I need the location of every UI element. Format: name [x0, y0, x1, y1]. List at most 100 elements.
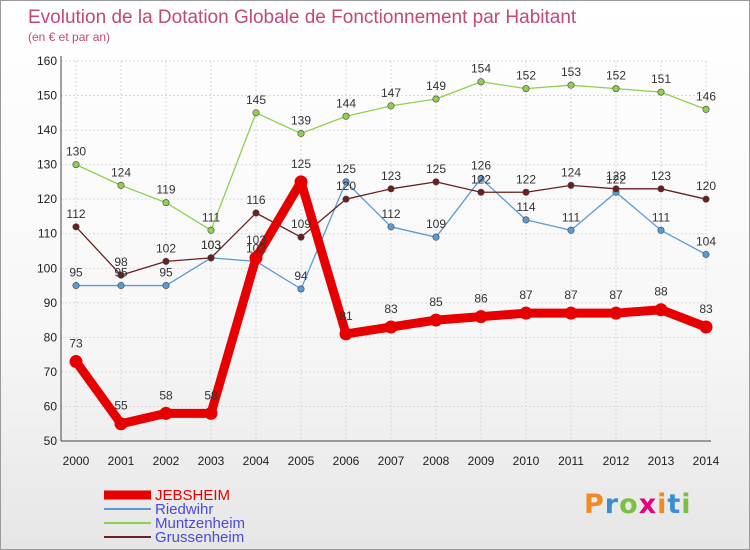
- data-label: 154: [471, 62, 491, 76]
- data-point: [342, 178, 350, 186]
- x-tick-label: 2004: [243, 454, 270, 468]
- data-point: [702, 250, 710, 258]
- legend-label: Grussenheim: [155, 529, 244, 546]
- data-point: [117, 271, 125, 279]
- x-tick-label: 2011: [558, 454, 584, 468]
- data-label: 87: [609, 288, 623, 302]
- data-point: [702, 195, 710, 203]
- data-label: 102: [246, 241, 266, 255]
- legend-label: JEBSHEIM: [155, 487, 230, 504]
- data-point: [297, 233, 305, 241]
- data-point: [432, 233, 440, 241]
- data-label: 58: [204, 388, 218, 402]
- data-point: [432, 95, 440, 103]
- data-point: [474, 310, 488, 324]
- data-point: [657, 185, 665, 193]
- data-label: 125: [336, 162, 356, 176]
- data-label: 145: [246, 93, 266, 107]
- data-point: [162, 257, 170, 265]
- data-point: [519, 306, 533, 320]
- data-label: 73: [69, 337, 83, 351]
- data-label: 112: [66, 207, 85, 221]
- y-tick-label: 130: [37, 158, 57, 172]
- data-point: [477, 188, 485, 196]
- data-label: 151: [651, 72, 671, 86]
- data-point: [702, 105, 710, 113]
- data-point: [387, 102, 395, 110]
- x-tick-label: 2000: [63, 454, 90, 468]
- x-tick-label: 2001: [108, 454, 135, 468]
- data-point: [114, 417, 128, 431]
- data-point: [567, 81, 575, 89]
- data-label: 123: [606, 169, 626, 183]
- data-label: 112: [381, 207, 400, 221]
- data-point: [432, 178, 440, 186]
- data-label: 122: [516, 172, 536, 186]
- data-label: 126: [471, 158, 491, 172]
- data-label: 153: [561, 65, 581, 79]
- logo-letter: o: [619, 489, 639, 520]
- data-point: [612, 185, 620, 193]
- data-label: 58: [159, 388, 173, 402]
- data-point: [297, 285, 305, 293]
- data-point: [207, 226, 215, 234]
- data-label: 125: [426, 162, 446, 176]
- data-point: [657, 88, 665, 96]
- data-label: 85: [429, 295, 443, 309]
- x-tick-label: 2009: [468, 454, 495, 468]
- data-labels: 130 124 119 111 145 139 144 147 149 154 152 153 152 1…: [66, 62, 716, 413]
- y-tick-label: 50: [44, 434, 58, 448]
- y-tick-label: 150: [37, 89, 57, 103]
- y-tick-label: 110: [38, 227, 57, 241]
- data-point: [252, 109, 260, 117]
- data-label: 94: [294, 269, 308, 283]
- data-label: 130: [66, 145, 86, 159]
- data-label: 111: [202, 210, 221, 224]
- data-label: 103: [201, 238, 221, 252]
- data-point: [429, 313, 443, 327]
- data-label: 147: [381, 86, 401, 100]
- data-point: [207, 254, 215, 262]
- data-label: 146: [696, 89, 716, 103]
- data-label: 87: [519, 288, 533, 302]
- data-point: [564, 306, 578, 320]
- y-tick-label: 70: [44, 365, 58, 379]
- data-label: 122: [471, 172, 491, 186]
- data-label: 109: [426, 217, 446, 231]
- data-label: 95: [114, 266, 128, 280]
- x-tick-label: 2010: [513, 454, 540, 468]
- data-label: 111: [652, 210, 671, 224]
- data-label: 123: [381, 169, 401, 183]
- logo-letter: t: [667, 489, 682, 520]
- data-point: [522, 216, 530, 224]
- data-label: 116: [246, 193, 265, 207]
- data-label: 95: [159, 266, 173, 280]
- data-label: 83: [699, 302, 713, 316]
- data-point: [609, 306, 623, 320]
- data-label: 123: [651, 169, 671, 183]
- data-point: [342, 195, 350, 203]
- data-label: 88: [654, 285, 668, 299]
- series-lines: [69, 78, 713, 431]
- x-tick-label: 2008: [423, 454, 450, 468]
- data-point: [477, 174, 485, 182]
- data-label: 109: [291, 217, 311, 231]
- data-label: 144: [336, 96, 356, 110]
- data-point: [117, 181, 125, 189]
- data-label: 87: [564, 288, 578, 302]
- data-point: [252, 209, 260, 217]
- data-label: 55: [114, 399, 128, 413]
- x-tick-label: 2013: [648, 454, 675, 468]
- data-point: [117, 282, 125, 290]
- y-tick-label: 60: [44, 399, 58, 413]
- y-tick-label: 120: [37, 192, 57, 206]
- x-tick-label: 2006: [333, 454, 360, 468]
- data-point: [387, 223, 395, 231]
- data-point: [339, 327, 353, 341]
- data-point: [297, 130, 305, 138]
- data-label: 152: [606, 69, 626, 83]
- data-label: 104: [696, 234, 716, 248]
- data-point: [72, 282, 80, 290]
- data-point: [294, 175, 308, 189]
